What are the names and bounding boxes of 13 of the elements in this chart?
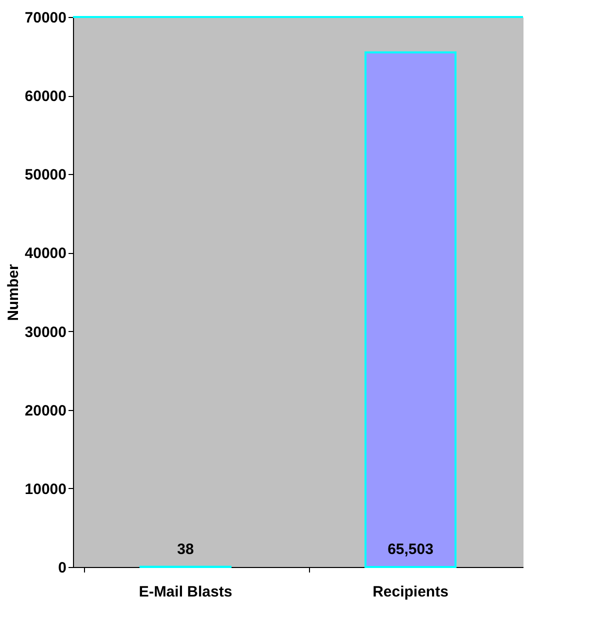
x-tick-label: E-Mail Blasts (138, 584, 232, 600)
y-tick-label: 0 (58, 560, 66, 576)
y-tick-label: 30000 (24, 324, 66, 341)
x-tick-label: Recipients (372, 584, 448, 600)
y-axis-title: Number (4, 264, 22, 321)
y-tick-label: 10000 (24, 480, 66, 498)
data-label: 65,503 (388, 541, 434, 558)
y-tick-label: 20000 (24, 402, 66, 420)
y-tick-label: 70000 (24, 10, 66, 26)
y-tick-label: 50000 (24, 166, 66, 184)
data-label: 38 (177, 541, 194, 558)
y-tick-label: 60000 (24, 88, 66, 106)
y-tick-label: 40000 (24, 245, 66, 262)
